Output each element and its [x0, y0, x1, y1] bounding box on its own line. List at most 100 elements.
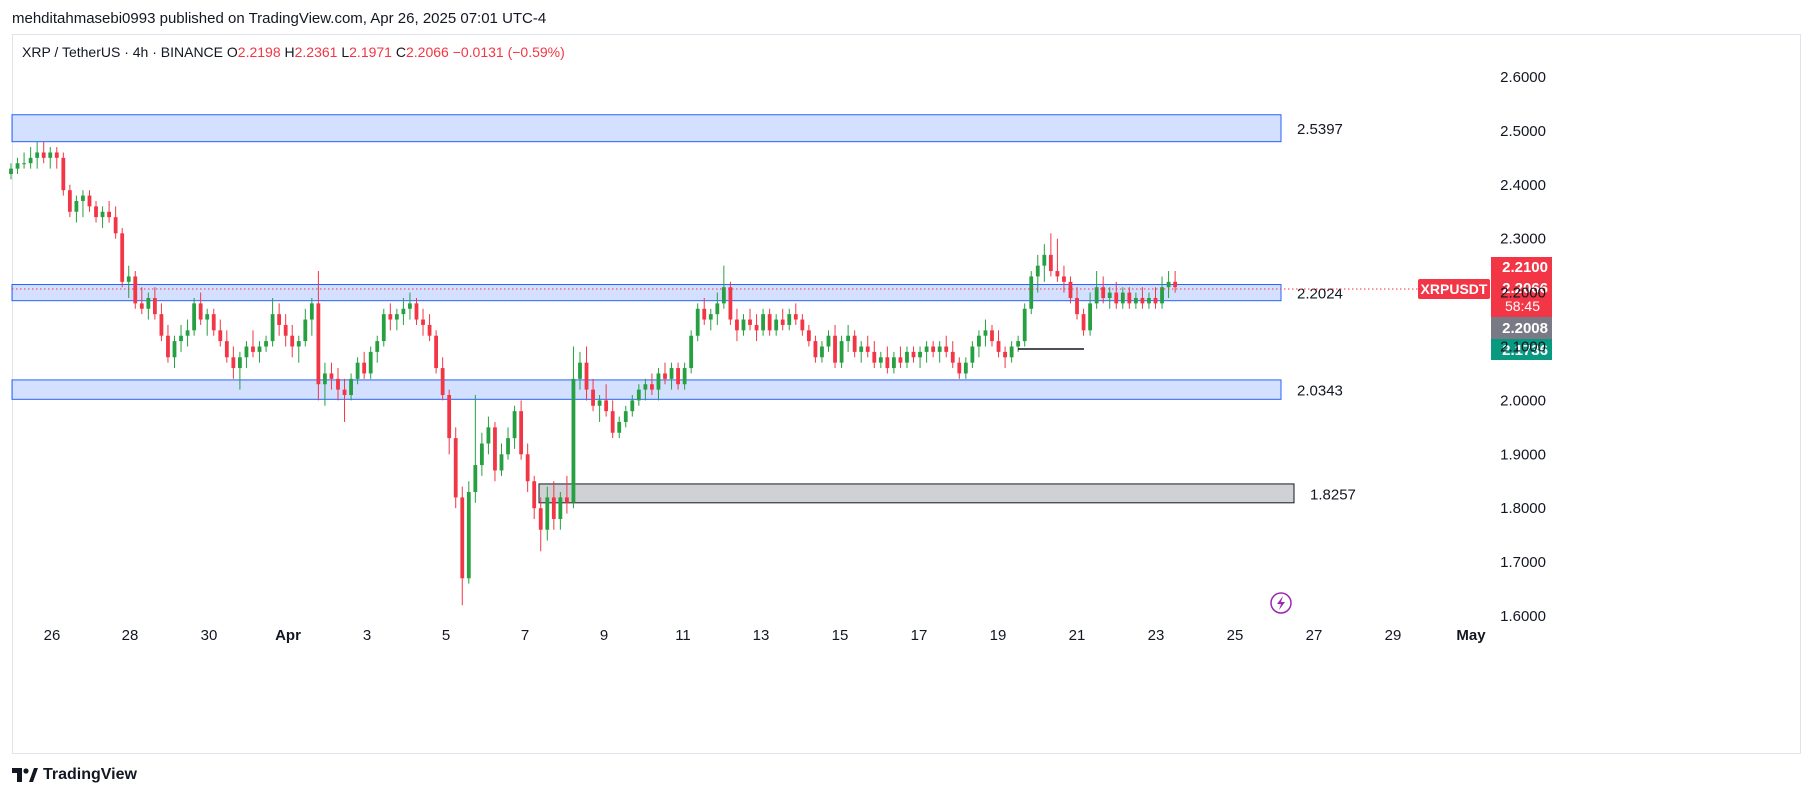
candle-body	[565, 497, 569, 503]
candle-body	[133, 276, 138, 304]
candle	[630, 395, 635, 417]
candle	[1055, 238, 1060, 282]
candle-body	[81, 195, 85, 201]
candle	[1107, 287, 1112, 309]
candle	[94, 200, 98, 223]
candle	[1081, 308, 1086, 336]
candle-body	[303, 319, 308, 342]
candle-body	[532, 481, 537, 509]
candle-body	[499, 454, 504, 471]
candle	[166, 324, 170, 363]
candle	[990, 324, 994, 347]
candle-body	[107, 211, 111, 218]
zone-1[interactable]	[11, 284, 1282, 302]
candle-body	[506, 438, 510, 455]
candle	[1035, 254, 1040, 293]
candle-body	[983, 330, 988, 336]
x-tick-label: Apr	[275, 627, 301, 644]
candle	[839, 335, 844, 369]
price-label-bg	[1491, 339, 1552, 360]
candle-body	[1140, 297, 1145, 304]
candle	[224, 330, 229, 363]
candle	[708, 308, 713, 331]
candle	[1166, 271, 1171, 298]
candle-body	[905, 351, 909, 363]
x-tick-label: 5	[442, 627, 450, 644]
lightning-icon[interactable]	[1270, 592, 1292, 614]
candle-body	[591, 389, 595, 406]
candle	[1009, 341, 1014, 363]
candle	[944, 335, 949, 358]
candle	[591, 378, 595, 412]
candle	[682, 362, 687, 390]
candle-body	[578, 362, 582, 379]
candle	[231, 346, 236, 379]
candle	[1062, 265, 1066, 293]
price-label-bg	[1491, 257, 1552, 277]
candle	[349, 373, 353, 401]
candle-body	[1153, 297, 1158, 304]
candle	[1147, 292, 1151, 309]
x-tick-label: 17	[911, 627, 928, 644]
x-tick-label: 28	[122, 627, 139, 644]
candle-body	[761, 314, 765, 331]
candle-body	[381, 314, 386, 342]
candle	[885, 346, 890, 374]
brand-name: TradingView	[43, 766, 137, 783]
low-label: L	[341, 44, 350, 60]
candle	[1133, 292, 1138, 309]
candle-body	[669, 368, 674, 379]
candle-body	[1029, 276, 1034, 309]
candle	[532, 475, 537, 519]
candle-body	[231, 357, 236, 369]
chart-pane[interactable]	[12, 34, 1801, 754]
candle-body	[970, 346, 975, 363]
zone-0[interactable]	[11, 114, 1282, 143]
candle-body	[41, 152, 46, 158]
candle-body	[336, 378, 340, 390]
x-tick-label: May	[1456, 627, 1486, 644]
candle-body	[179, 335, 183, 342]
symbol-label[interactable]: XRP / TetherUS · 4h · BINANCE	[22, 44, 223, 60]
candle-body	[205, 314, 210, 320]
candle	[381, 308, 386, 347]
candle-body	[636, 389, 641, 401]
candle-body	[290, 335, 295, 347]
candle	[898, 346, 903, 369]
candle-body	[650, 384, 654, 390]
tradingview-logo[interactable]: TradingView	[12, 766, 137, 784]
zone-label-0: 2.5397	[1297, 121, 1343, 138]
candle-body	[728, 287, 733, 320]
candle-body	[166, 335, 170, 358]
zone-3[interactable]	[538, 483, 1295, 504]
candle	[1140, 287, 1145, 309]
candle	[152, 287, 157, 320]
candle	[28, 147, 33, 169]
candle	[159, 303, 164, 342]
candle-body	[512, 411, 517, 439]
candle	[61, 152, 66, 196]
candle	[643, 378, 648, 401]
candle-body	[859, 346, 864, 352]
candle-body	[323, 373, 327, 385]
candle	[1120, 287, 1125, 309]
candle	[375, 335, 380, 363]
x-tick-label: 27	[1306, 627, 1323, 644]
y-tick-label: 1.9000	[1500, 446, 1546, 463]
candle	[793, 303, 798, 325]
candle	[669, 362, 674, 390]
high-value: 2.2361	[294, 44, 338, 60]
candle	[676, 362, 680, 390]
candle	[525, 443, 530, 493]
candle	[355, 357, 360, 385]
candle-body	[473, 465, 478, 493]
candle	[937, 341, 942, 363]
candle	[1173, 271, 1178, 293]
candle	[728, 281, 733, 325]
candle-body	[721, 287, 726, 304]
candle	[715, 292, 720, 325]
candle	[362, 351, 367, 379]
candle	[924, 341, 929, 363]
